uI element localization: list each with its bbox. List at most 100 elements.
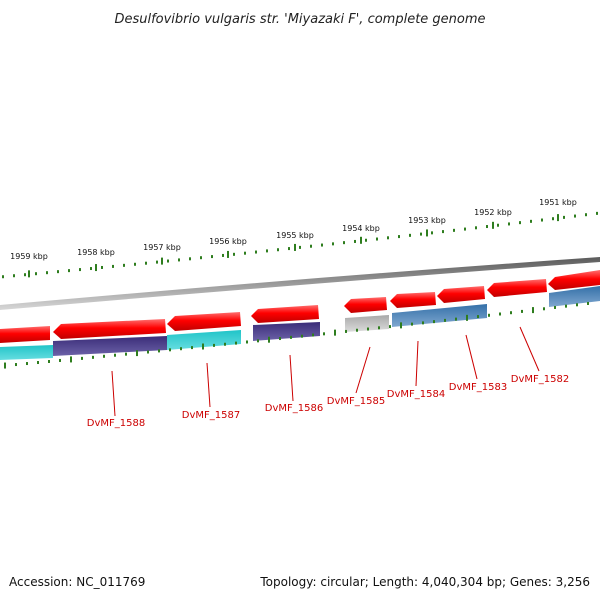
tick-dot xyxy=(211,255,213,259)
tick-dot xyxy=(266,249,268,253)
tick-dot xyxy=(343,241,345,245)
inner-tick-dot xyxy=(356,328,358,332)
inner-tick-dot xyxy=(147,350,149,354)
inner-tick-dot xyxy=(158,349,160,353)
tick-dot xyxy=(530,219,532,223)
inner-tick-dot xyxy=(543,307,545,311)
major-tick xyxy=(95,264,97,272)
tick-label-1957: 1957 kbp xyxy=(143,243,181,252)
cog-bar xyxy=(167,330,241,350)
tick-dot xyxy=(508,222,510,226)
tick-dot xyxy=(2,275,4,279)
gene-arrow xyxy=(344,297,387,313)
inner-tick-dot xyxy=(554,305,556,309)
gene-label-1584: DvMF_1584 xyxy=(387,389,445,400)
inner-tick-dot xyxy=(26,362,28,366)
inner-tick-dot xyxy=(114,353,116,357)
inner-tick-dot xyxy=(378,326,380,330)
gene-label-1583: DvMF_1583 xyxy=(449,382,507,393)
gene-label-1588: DvMF_1588 xyxy=(87,418,145,429)
inner-tick-dot xyxy=(59,358,61,362)
tick-label-1955: 1955 kbp xyxy=(276,231,314,240)
inner-tick-dot xyxy=(92,355,94,359)
backbone-ring xyxy=(0,257,600,310)
tick-dot xyxy=(387,236,389,240)
inner-tick-dot xyxy=(422,321,424,325)
tick-dot xyxy=(13,274,15,278)
tick-dot xyxy=(398,235,400,239)
outer-tick-dots xyxy=(2,211,598,279)
gene-label-1582: DvMF_1582 xyxy=(511,374,569,385)
gene-label-1585: DvMF_1585 xyxy=(327,396,385,407)
inner-tick-dot xyxy=(521,309,523,313)
tick-dot xyxy=(409,233,411,237)
inner-tick-dot xyxy=(312,333,314,337)
tick-dot xyxy=(178,258,180,262)
gene-leader-line xyxy=(111,370,116,417)
tick-dot xyxy=(519,221,521,225)
gene-arrow xyxy=(251,305,319,323)
inner-tick-dot xyxy=(15,363,17,367)
tick-dot xyxy=(35,272,37,276)
tick-dot xyxy=(332,242,334,246)
gene-arrow xyxy=(53,319,166,339)
cog-bar xyxy=(392,304,487,327)
inner-tick-dot xyxy=(334,329,336,336)
major-tick xyxy=(557,214,559,222)
tick-dot xyxy=(68,269,70,273)
tick-dot xyxy=(475,226,477,230)
tick-dot xyxy=(365,238,367,242)
inner-tick-dot xyxy=(455,317,457,321)
inner-tick-dot xyxy=(345,329,347,333)
gene-labels: DvMF_1588 DvMF_1587 DvMF_1586 DvMF_1585 … xyxy=(87,374,569,429)
tick-dot xyxy=(145,261,147,265)
tick-dot xyxy=(244,251,246,255)
gene-leader-line xyxy=(415,340,419,387)
tick-dot xyxy=(189,257,191,261)
major-tick xyxy=(492,221,494,229)
gene-arrow xyxy=(390,292,436,308)
tick-label-1951: 1951 kbp xyxy=(539,198,577,207)
inner-tick-dot xyxy=(268,336,270,343)
major-tick xyxy=(426,229,428,237)
tick-label-1956: 1956 kbp xyxy=(209,237,247,246)
inner-tick-dot xyxy=(389,325,391,329)
gene-leader-line xyxy=(465,334,478,380)
major-tick xyxy=(227,250,229,258)
inner-tick-dot xyxy=(37,361,39,365)
inner-tick-dot xyxy=(400,322,402,329)
inner-tick-dot xyxy=(235,341,237,345)
tick-dot xyxy=(277,248,279,252)
inner-tick-dot xyxy=(576,303,578,307)
tick-label-1952: 1952 kbp xyxy=(474,208,512,217)
inner-tick-dot xyxy=(411,322,413,326)
tick-dot xyxy=(57,270,59,274)
tick-dot xyxy=(200,256,202,260)
tick-dot xyxy=(123,263,125,267)
tick-dot xyxy=(552,217,554,221)
inner-tick-dot xyxy=(103,354,105,358)
cog-bar xyxy=(253,322,320,341)
tick-dot xyxy=(596,211,598,215)
inner-tick-dot xyxy=(70,356,72,363)
tick-dot xyxy=(299,245,301,249)
tick-dot xyxy=(112,264,114,268)
gene-leaders xyxy=(111,326,540,417)
cog-bar xyxy=(53,336,167,356)
tick-label-1958: 1958 kbp xyxy=(77,248,115,257)
inner-tick-dots xyxy=(4,301,589,369)
tick-dot xyxy=(431,231,433,235)
major-tick xyxy=(360,236,362,244)
tick-dot xyxy=(442,230,444,234)
inner-tick-dot xyxy=(4,362,6,369)
tick-dot xyxy=(222,253,224,257)
tick-dot xyxy=(233,252,235,256)
inner-tick-dot xyxy=(433,320,435,324)
tick-dot xyxy=(486,225,488,229)
inner-tick-dot xyxy=(323,332,325,336)
tick-dot xyxy=(24,273,26,277)
inner-tick-dot xyxy=(257,339,259,343)
inner-tick-dot xyxy=(224,342,226,346)
gene-arrow xyxy=(437,286,485,303)
